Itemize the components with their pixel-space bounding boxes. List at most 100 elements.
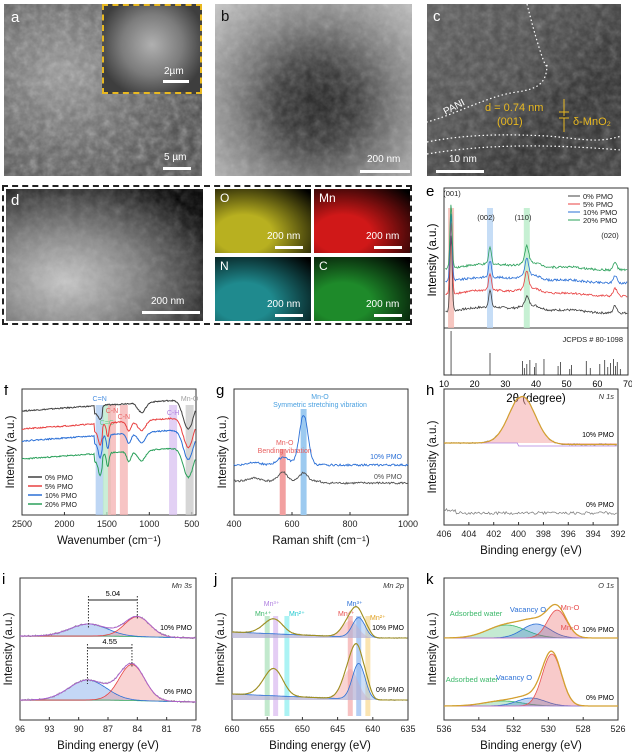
x-tick-label: 660 <box>224 724 239 734</box>
x-tick-label: 1000 <box>398 519 418 529</box>
component-fill <box>232 620 408 638</box>
map-scale-bar <box>374 246 402 249</box>
band-label: Mn-O <box>181 396 199 403</box>
ftir-line <box>21 447 196 479</box>
peak-fill <box>444 396 617 445</box>
haadf-image-panel-d: d 200 nm <box>6 189 203 321</box>
spectrum-tag: N 1s <box>599 392 615 401</box>
component-fill-blue <box>20 624 196 638</box>
eds-map-c: C 200 nm <box>314 257 410 321</box>
panel-label-i: i <box>2 571 5 588</box>
band-Mn-O <box>185 405 194 515</box>
panel-label-f: f <box>4 385 9 399</box>
legend-label: 10% PMO <box>583 208 617 217</box>
component-fill <box>444 701 618 706</box>
series-label: 10% PMO <box>160 625 192 632</box>
x-tick-label: 40 <box>531 379 541 389</box>
tem-image-panel-b: b 200 nm <box>215 4 412 176</box>
x-tick-label: 93 <box>44 724 54 734</box>
scale-bar-d <box>142 311 200 314</box>
boundary-line <box>427 134 621 143</box>
ftir-chart-f: f 2500 2000 1500 1000 500 Wavenumber (cm⁻¹) Int… <box>4 385 199 547</box>
x-tick-label: 78 <box>191 724 201 734</box>
scale-label-d: 200 nm <box>151 296 185 307</box>
peak-label: (002) <box>477 213 495 222</box>
ftir-line <box>21 417 196 449</box>
legend-label: 0% PMO <box>45 475 74 482</box>
x-tick-label: 30 <box>500 379 510 389</box>
map-scale-bar <box>374 314 402 317</box>
y-axis-label: Intensity (a.u.) <box>5 415 17 488</box>
d-spacing-label: d = 0.74 nm <box>485 102 544 114</box>
legend-label: 20% PMO <box>45 502 77 509</box>
legend-label: 0% PMO <box>583 192 613 201</box>
band <box>273 616 279 716</box>
x-tick-label: 645 <box>330 724 345 734</box>
component-fill <box>444 625 618 638</box>
spectrum-tag: O 1s <box>598 581 614 590</box>
xrd-line-20PMO <box>445 204 628 272</box>
scale-label-a: 5 µm <box>164 152 187 163</box>
x-tick-label: 84 <box>132 724 142 734</box>
sem-image-panel-a: a 2µm 5 µm <box>4 4 202 176</box>
spectrum-tag: Mn 2p <box>383 581 404 590</box>
band-label: Mn³⁺ <box>347 601 363 608</box>
x-tick-label: 392 <box>610 529 625 539</box>
x-tick-label: 400 <box>511 529 526 539</box>
annotation-title: Mn-O <box>311 394 329 401</box>
inset-scale-label: 2µm <box>164 66 184 77</box>
x-tick-label: 2000 <box>54 519 74 529</box>
map-scale-label: 200 nm <box>366 231 400 242</box>
ftir-line <box>21 429 196 461</box>
splitting-value: 5.04 <box>106 589 121 598</box>
element-label: N <box>220 259 229 273</box>
peak-band <box>448 208 455 328</box>
x-tick-label: 20 <box>470 379 480 389</box>
component-line <box>232 662 408 701</box>
series-label: 10% PMO <box>582 432 614 439</box>
component-label: Mn-O <box>561 603 580 612</box>
eds-map-o: O 200 nm <box>215 189 311 253</box>
band-stretching <box>300 409 307 515</box>
map-scale-label: 200 nm <box>366 299 400 310</box>
plot-frame <box>443 577 619 721</box>
band-label: Mn²⁺ <box>370 615 386 622</box>
component-label: Adsorbed water <box>446 675 499 684</box>
fit-line <box>232 643 408 701</box>
band-label: C-N <box>106 408 118 415</box>
x-tick-label: 650 <box>295 724 310 734</box>
fit-line <box>444 650 618 707</box>
x-tick-label: 398 <box>536 529 551 539</box>
series-label: 0% PMO <box>374 474 403 481</box>
plot-frame <box>443 388 619 526</box>
band-C=C <box>102 405 111 515</box>
band <box>347 616 353 716</box>
fit-line <box>20 615 196 639</box>
component-fill <box>232 669 408 700</box>
x-tick-label: 400 <box>226 519 241 529</box>
y-axis-label: Intensity (a.u.) <box>217 415 229 488</box>
band-C-N <box>119 405 128 515</box>
x-tick-label: 396 <box>561 529 576 539</box>
panel-label-j: j <box>213 571 217 588</box>
eds-frame <box>2 185 412 325</box>
peak-label: (020) <box>601 231 619 240</box>
tem-texture <box>215 4 412 176</box>
x-tick-label: 635 <box>400 724 415 734</box>
x-axis-label: Binding energy (eV) <box>480 545 582 557</box>
band-C-H <box>169 405 178 515</box>
band-C-N <box>107 405 116 515</box>
series-label: 0% PMO <box>376 687 405 694</box>
band-bending <box>279 449 286 515</box>
peak-label: (001) <box>443 189 461 198</box>
component-label: Vacancy O <box>510 605 546 614</box>
x-axis-label: Binding energy (eV) <box>269 740 371 752</box>
xps-o1s-chart-k: k 536 534 532 530 528 526 Binding energy (eV) In… <box>426 571 626 752</box>
x-tick-label: 50 <box>562 379 572 389</box>
raw-data-line-0pmo <box>443 508 617 516</box>
sem-inset <box>102 4 202 94</box>
scale-bar-b <box>360 170 410 173</box>
series-label: 0% PMO <box>164 689 193 696</box>
x-axis-label: Raman shift (cm⁻¹) <box>272 535 370 547</box>
